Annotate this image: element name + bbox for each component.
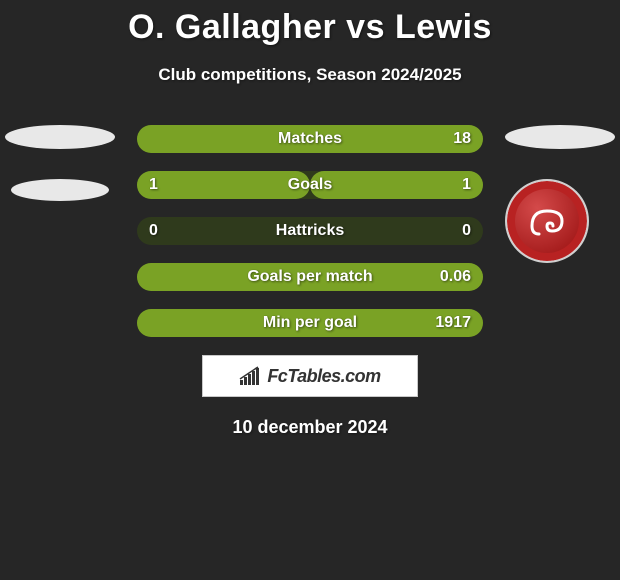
stat-right-value: 1917 [435,314,471,332]
stat-label: Goals per match [247,268,372,286]
stat-right-value: 0.06 [440,268,471,286]
brand-text: FcTables.com [267,366,380,387]
stat-right-value: 0 [462,222,471,240]
stat-left-value: 0 [149,222,158,240]
brand-box: FcTables.com [202,355,418,397]
stat-row: Goals per match 0.06 [137,263,483,291]
stat-left-value: 1 [149,176,158,194]
club-badge [505,179,589,263]
page-title: O. Gallagher vs Lewis [0,0,620,47]
stat-row: Matches 18 [137,125,483,153]
bars-icon [239,366,263,386]
subtitle: Club competitions, Season 2024/2025 [0,65,620,85]
shrimp-icon [527,206,567,236]
placeholder-ellipse [11,179,109,201]
bar-right-fill [310,171,483,199]
stat-label: Matches [278,130,342,148]
placeholder-ellipse [5,125,115,149]
bar-left-fill [137,171,310,199]
stat-right-value: 18 [453,130,471,148]
stat-row: Min per goal 1917 [137,309,483,337]
stat-row: 1 Goals 1 [137,171,483,199]
placeholder-ellipse [505,125,615,149]
date-text: 10 december 2024 [0,417,620,438]
stat-label: Goals [288,176,332,194]
stats-rows: Matches 18 1 Goals 1 0 Hattricks 0 Goals per mat… [137,125,483,337]
left-team-column [5,125,115,231]
right-team-column [505,125,615,263]
stat-label: Hattricks [276,222,344,240]
comparison-content: Matches 18 1 Goals 1 0 Hattricks 0 Goals per mat… [0,125,620,438]
stat-label: Min per goal [263,314,357,332]
stat-right-value: 1 [462,176,471,194]
stat-row: 0 Hattricks 0 [137,217,483,245]
